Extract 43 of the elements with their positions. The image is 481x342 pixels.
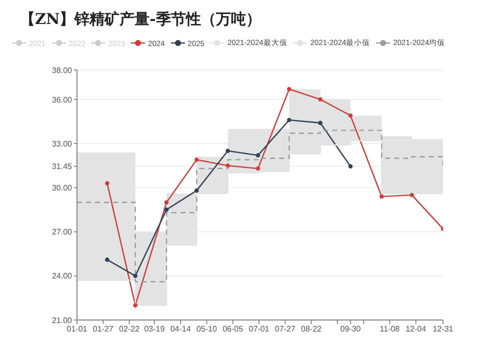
x-tick-label: 11-08 bbox=[380, 324, 400, 334]
y-tick-label: 27.00 bbox=[52, 228, 73, 237]
y-tick-label: 21.00 bbox=[52, 316, 73, 325]
point bbox=[133, 274, 138, 278]
x-tick-label: 01-01 bbox=[66, 324, 88, 334]
y-tick-label: 30.00 bbox=[52, 183, 73, 192]
point bbox=[287, 86, 292, 92]
x-tick-label: 01-27 bbox=[92, 324, 114, 334]
point bbox=[226, 163, 230, 168]
point bbox=[318, 120, 322, 126]
point bbox=[226, 148, 230, 154]
y-tick-label: 31.45 bbox=[52, 162, 73, 172]
point bbox=[133, 303, 138, 308]
x-tick-label: 08-22 bbox=[301, 324, 322, 334]
point bbox=[287, 118, 292, 122]
point bbox=[348, 164, 353, 168]
y-tick-label: 33.00 bbox=[52, 139, 73, 148]
x-tick-label: 12-31 bbox=[432, 324, 454, 334]
y-tick-label: 24.00 bbox=[52, 272, 73, 281]
point bbox=[348, 113, 353, 118]
x-tick-label: 04-14 bbox=[170, 324, 192, 334]
x-tick-label: 12-04 bbox=[406, 324, 427, 334]
point bbox=[105, 181, 110, 186]
x-tick-label: 03-19 bbox=[144, 324, 166, 334]
point bbox=[380, 194, 384, 199]
point bbox=[164, 208, 169, 212]
x-tick-label: 07-27 bbox=[274, 324, 296, 334]
point bbox=[410, 192, 414, 198]
point bbox=[318, 97, 322, 102]
x-tick-label: 06-05 bbox=[222, 324, 244, 334]
y-tick-label: 38.00 bbox=[52, 66, 73, 75]
point bbox=[105, 258, 110, 262]
chart-title: 【ZN】锌精矿产量-季节性（万吨） bbox=[20, 10, 261, 29]
x-tick-label: 09-30 bbox=[340, 324, 362, 334]
point bbox=[194, 158, 199, 162]
point bbox=[194, 188, 199, 193]
point bbox=[256, 166, 260, 171]
x-tick-label: 02-22 bbox=[119, 324, 140, 334]
point bbox=[164, 200, 169, 205]
x-tick-label: 05-10 bbox=[196, 324, 218, 334]
point bbox=[256, 153, 260, 158]
y-tick-label: 36.00 bbox=[52, 95, 73, 104]
x-tick-label: 07-01 bbox=[248, 324, 270, 334]
